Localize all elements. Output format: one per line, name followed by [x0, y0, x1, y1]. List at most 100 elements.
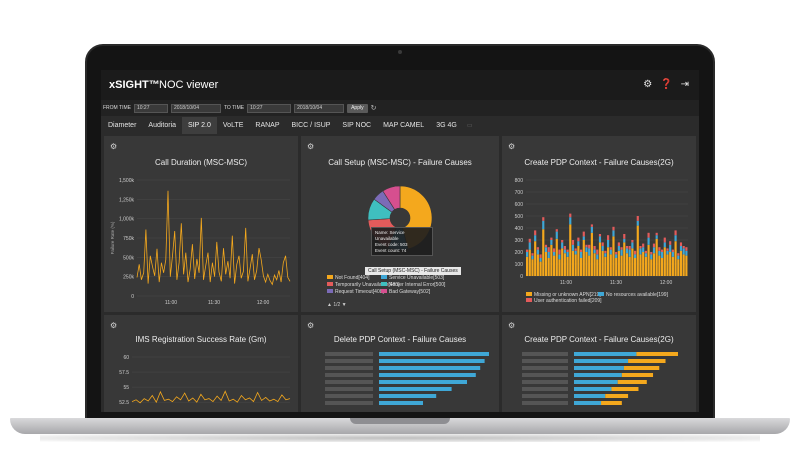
horizontal-bar-segment [574, 359, 629, 363]
category-label-blur [325, 387, 373, 391]
tab-diameter[interactable]: Diameter [108, 122, 137, 129]
stacked-bar-segment [593, 253, 596, 276]
stacked-bar-segment [563, 246, 566, 250]
stacked-bar-segment [531, 253, 534, 256]
stacked-bar-segment [625, 246, 629, 249]
stacked-bar-segment [685, 250, 688, 256]
stacked-bar-segment [663, 237, 666, 243]
stacked-bar-segment [539, 254, 542, 258]
stacked-bar-segment [563, 253, 566, 276]
stacked-bar-segment [623, 238, 626, 243]
legend-swatch [381, 275, 387, 279]
stacked-bar-segment [574, 250, 577, 255]
tab-auditoria[interactable]: Auditoria [148, 122, 177, 129]
tab-3g-4g[interactable]: 3G 4G [436, 122, 457, 129]
to-time-input[interactable]: 10:27 [247, 103, 292, 113]
stacked-bar-segment [588, 248, 591, 256]
x-tick-label: 11:30 [208, 300, 220, 306]
stacked-bar-segment [577, 237, 580, 242]
stacked-bar-segment [601, 242, 604, 246]
time-filter-bar: FROM TIME 10:27 2018/10/04 TO TIME 10:27… [101, 100, 699, 116]
laptop-notch [350, 418, 450, 424]
from-time-input[interactable]: 10:27 [133, 103, 168, 113]
y-tick-label: 60 [123, 355, 129, 361]
add-tab-icon[interactable]: ▭ [466, 123, 473, 129]
stacked-bar-segment [674, 230, 677, 236]
category-label-blur [325, 373, 373, 377]
gear-icon[interactable]: ⚙ [307, 142, 315, 151]
legend-pager[interactable]: ▲ 1/2 ▼ [327, 302, 347, 308]
to-date-input[interactable]: 2018/10/04 [294, 103, 345, 113]
tab-volte[interactable]: VoLTE [222, 122, 244, 129]
x-tick-label: 12:00 [660, 280, 673, 286]
tab-ranap[interactable]: RANAP [255, 122, 280, 129]
stacked-bar-segment [647, 232, 650, 238]
stacked-bar-segment [650, 252, 653, 255]
horizontal-bar [379, 387, 452, 391]
gear-icon[interactable]: ⚙ [307, 321, 315, 330]
panel-title: IMS Registration Success Rate (Gm) [135, 335, 267, 344]
tab-sip-noc[interactable]: SIP NOC [342, 122, 372, 129]
y-tick-label: 750k [123, 236, 134, 242]
stacked-bar-segment [663, 242, 666, 248]
stacked-bar-segment [625, 248, 629, 254]
tab-sip-2-0[interactable]: SIP 2.0 [182, 117, 217, 134]
y-tick-label: 100 [515, 262, 524, 268]
legend-label: Server Internal Error[500] [389, 282, 446, 288]
stacked-bar-segment [631, 242, 634, 249]
stacked-bar-segment [644, 256, 647, 276]
legend-label: Service Unavailable[503] [389, 275, 445, 281]
horizontal-bar-segment [574, 387, 612, 391]
stacked-bar-segment [652, 247, 656, 254]
y-tick-label: 0 [131, 294, 134, 300]
category-label-blur [522, 373, 568, 377]
to-time-label: TO TIME [223, 105, 245, 111]
help-icon[interactable]: ❓ [660, 79, 673, 90]
horizontal-bar [379, 352, 489, 356]
stacked-bar-segment [544, 244, 548, 248]
logout-icon[interactable]: ⇥ [680, 79, 689, 90]
refresh-icon[interactable]: ↻ [370, 105, 377, 112]
gear-icon[interactable]: ⚙ [643, 79, 653, 90]
legend-label: Bad Gateway[502] [389, 289, 431, 295]
stacked-bar-segment [636, 216, 639, 221]
y-tick-label: 600 [515, 202, 524, 208]
stacked-bar-segment [569, 213, 572, 218]
panel-create-pdp-2g-bars: ⚙ Create PDP Context - Failure Causes(2G… [502, 315, 696, 412]
gear-icon[interactable]: ⚙ [110, 142, 118, 151]
legend-label: Not Found[404] [335, 275, 370, 281]
stacked-bar-segment [542, 217, 545, 221]
stacked-bar-segment [617, 242, 620, 246]
stacked-bar-segment [580, 252, 583, 258]
stacked-bar-segment [679, 246, 683, 251]
tab-bicc-isup[interactable]: BICC / ISUP [291, 122, 331, 129]
stacked-bar-segment [677, 259, 680, 276]
stacked-bar-segment [620, 249, 623, 256]
panel-ims-registration: ⚙ IMS Registration Success Rate (Gm) 60 5… [104, 315, 298, 412]
gear-icon[interactable]: ⚙ [508, 142, 516, 151]
stacked-bar-segment [685, 247, 688, 251]
from-date-input[interactable]: 2018/10/04 [170, 103, 221, 113]
from-time-label: FROM TIME [103, 105, 131, 111]
stacked-bar-segment [550, 237, 553, 240]
tab-map-camel[interactable]: MAP CAMEL [383, 122, 425, 129]
horizontal-bar-segment [636, 352, 678, 356]
horizontal-bar [379, 373, 476, 377]
stacked-bar-segment [596, 259, 599, 276]
stacked-bar-segment [661, 258, 664, 276]
y-axis-label: Failure Rate (%) [110, 221, 115, 254]
stacked-bar-segment [636, 220, 639, 226]
ims-registration-line [131, 390, 291, 404]
stacked-bar-segment [582, 240, 585, 276]
stacked-bar-segment [634, 250, 637, 255]
stacked-bar-segment [685, 255, 688, 276]
panel-create-pdp-2g: ⚙ Create PDP Context - Failure Causes(2G… [502, 136, 696, 312]
horizontal-bar-segment [574, 366, 624, 370]
legend-swatch [381, 289, 387, 293]
stacked-bar-segment [593, 246, 596, 250]
gear-icon[interactable]: ⚙ [508, 321, 516, 330]
horizontal-bar-segment [617, 380, 647, 384]
stacked-bar-segment [617, 250, 620, 276]
apply-button[interactable]: Apply [347, 103, 368, 113]
gear-icon[interactable]: ⚙ [110, 321, 118, 330]
